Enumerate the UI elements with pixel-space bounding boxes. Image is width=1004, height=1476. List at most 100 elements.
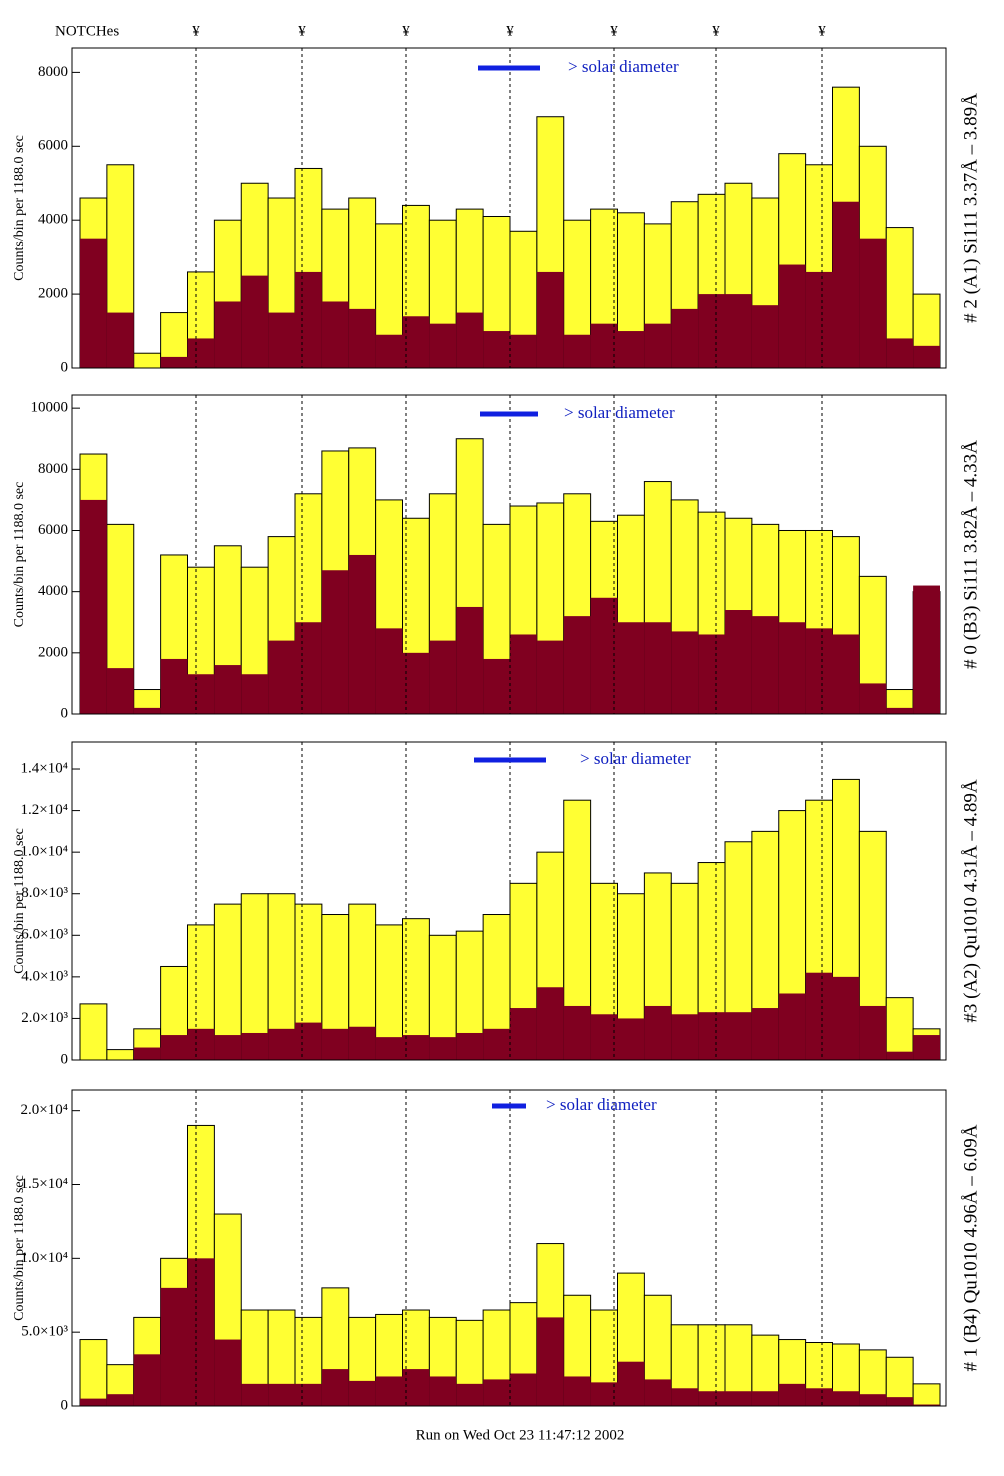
bar <box>268 1383 295 1406</box>
y-tick-label: 1.0×10⁴ <box>21 844 68 860</box>
bar <box>859 1394 887 1406</box>
bar <box>348 554 376 714</box>
bar <box>751 305 779 368</box>
notch-label: ¥ <box>402 23 410 39</box>
bar <box>778 264 806 368</box>
side-label: #3 (A2) Qu1010 4.31Å – 4.89Å <box>960 779 981 1023</box>
bar <box>698 1391 725 1406</box>
bar <box>563 334 591 368</box>
bar <box>778 622 806 714</box>
bar <box>617 1361 645 1406</box>
y-tick-label: 1.4×10⁴ <box>21 760 68 776</box>
bar <box>886 707 914 714</box>
bar <box>563 616 591 714</box>
notch-label: ¥ <box>298 23 306 39</box>
bar <box>268 312 295 368</box>
bar <box>778 1383 806 1406</box>
bar <box>617 331 645 368</box>
bar <box>268 1028 295 1060</box>
legend-text: > solar diameter <box>546 1095 657 1114</box>
legend-text: > solar diameter <box>580 749 691 768</box>
bar <box>160 356 188 368</box>
plot-frame <box>71 47 947 369</box>
plot-frame <box>71 741 947 1061</box>
bar <box>483 1028 510 1060</box>
bar <box>671 308 699 368</box>
bar <box>79 1339 108 1407</box>
bar <box>106 1394 134 1406</box>
y-tick-label: 4000 <box>38 212 68 228</box>
bar <box>725 294 752 368</box>
bar <box>590 1382 618 1406</box>
bar <box>644 1005 672 1060</box>
bar <box>671 631 699 714</box>
y-tick-label: 4.0×10³ <box>21 968 68 984</box>
y-tick-label: 2000 <box>38 644 68 660</box>
legend-text: > solar diameter <box>568 57 679 76</box>
bar <box>80 499 107 714</box>
bar <box>805 1388 833 1406</box>
bar <box>725 1391 752 1406</box>
bar <box>214 1339 242 1406</box>
y-tick-label: 4000 <box>38 583 68 599</box>
bar <box>644 323 672 368</box>
bar <box>536 1317 564 1406</box>
bar <box>751 616 779 714</box>
bar <box>563 1376 591 1406</box>
notch-title: NOTCHes <box>55 23 119 39</box>
y-tick-label: 6000 <box>38 522 68 538</box>
bar <box>913 345 940 368</box>
bar <box>563 1005 591 1060</box>
bar <box>214 1035 242 1060</box>
bar <box>832 201 860 368</box>
bar <box>106 1049 135 1061</box>
bar <box>241 1383 269 1406</box>
bar <box>751 1391 779 1406</box>
bar <box>913 585 940 714</box>
bar <box>644 622 672 714</box>
bar <box>644 1379 672 1406</box>
bar <box>375 334 403 368</box>
bar <box>429 323 457 368</box>
bar <box>913 1404 940 1406</box>
bar <box>133 1047 161 1060</box>
bar <box>805 271 833 368</box>
bar <box>617 1018 645 1060</box>
side-label: # 0 (B3) Si111 3.82Å – 4.33Å <box>960 440 981 669</box>
bar <box>698 634 725 714</box>
y-tick-label: 1.5×10⁴ <box>21 1176 68 1192</box>
bar <box>832 1391 860 1406</box>
bar <box>805 628 833 714</box>
bar <box>348 1380 376 1406</box>
bar <box>106 668 134 714</box>
bar <box>510 1008 537 1060</box>
bar <box>295 1383 322 1406</box>
bar <box>429 1037 457 1060</box>
bar <box>483 658 510 714</box>
bar <box>913 1035 940 1060</box>
bar <box>912 1383 941 1407</box>
bar <box>590 1014 618 1060</box>
bar <box>241 275 269 368</box>
y-tick-label: 2.0×10⁴ <box>21 1102 68 1118</box>
bar <box>456 606 484 714</box>
notch-label: ¥ <box>712 23 720 39</box>
bar <box>832 976 860 1060</box>
bar <box>698 294 725 368</box>
y-tick-label: 8000 <box>38 461 68 477</box>
bar <box>187 1258 215 1406</box>
bar <box>321 1369 349 1406</box>
bar <box>321 1028 349 1060</box>
bar <box>859 238 887 368</box>
bar <box>187 674 215 714</box>
y-tick-label: 1.2×10⁴ <box>21 802 68 818</box>
bar <box>510 634 537 714</box>
y-axis-label: Counts/bin per 1188.0 sec <box>12 1175 27 1321</box>
bar <box>832 634 860 714</box>
bar <box>321 301 349 368</box>
bar <box>214 665 242 714</box>
bar <box>348 1026 376 1060</box>
bar <box>456 312 484 368</box>
side-label: # 2 (A1) Si111 3.37Å – 3.89Å <box>960 93 981 323</box>
